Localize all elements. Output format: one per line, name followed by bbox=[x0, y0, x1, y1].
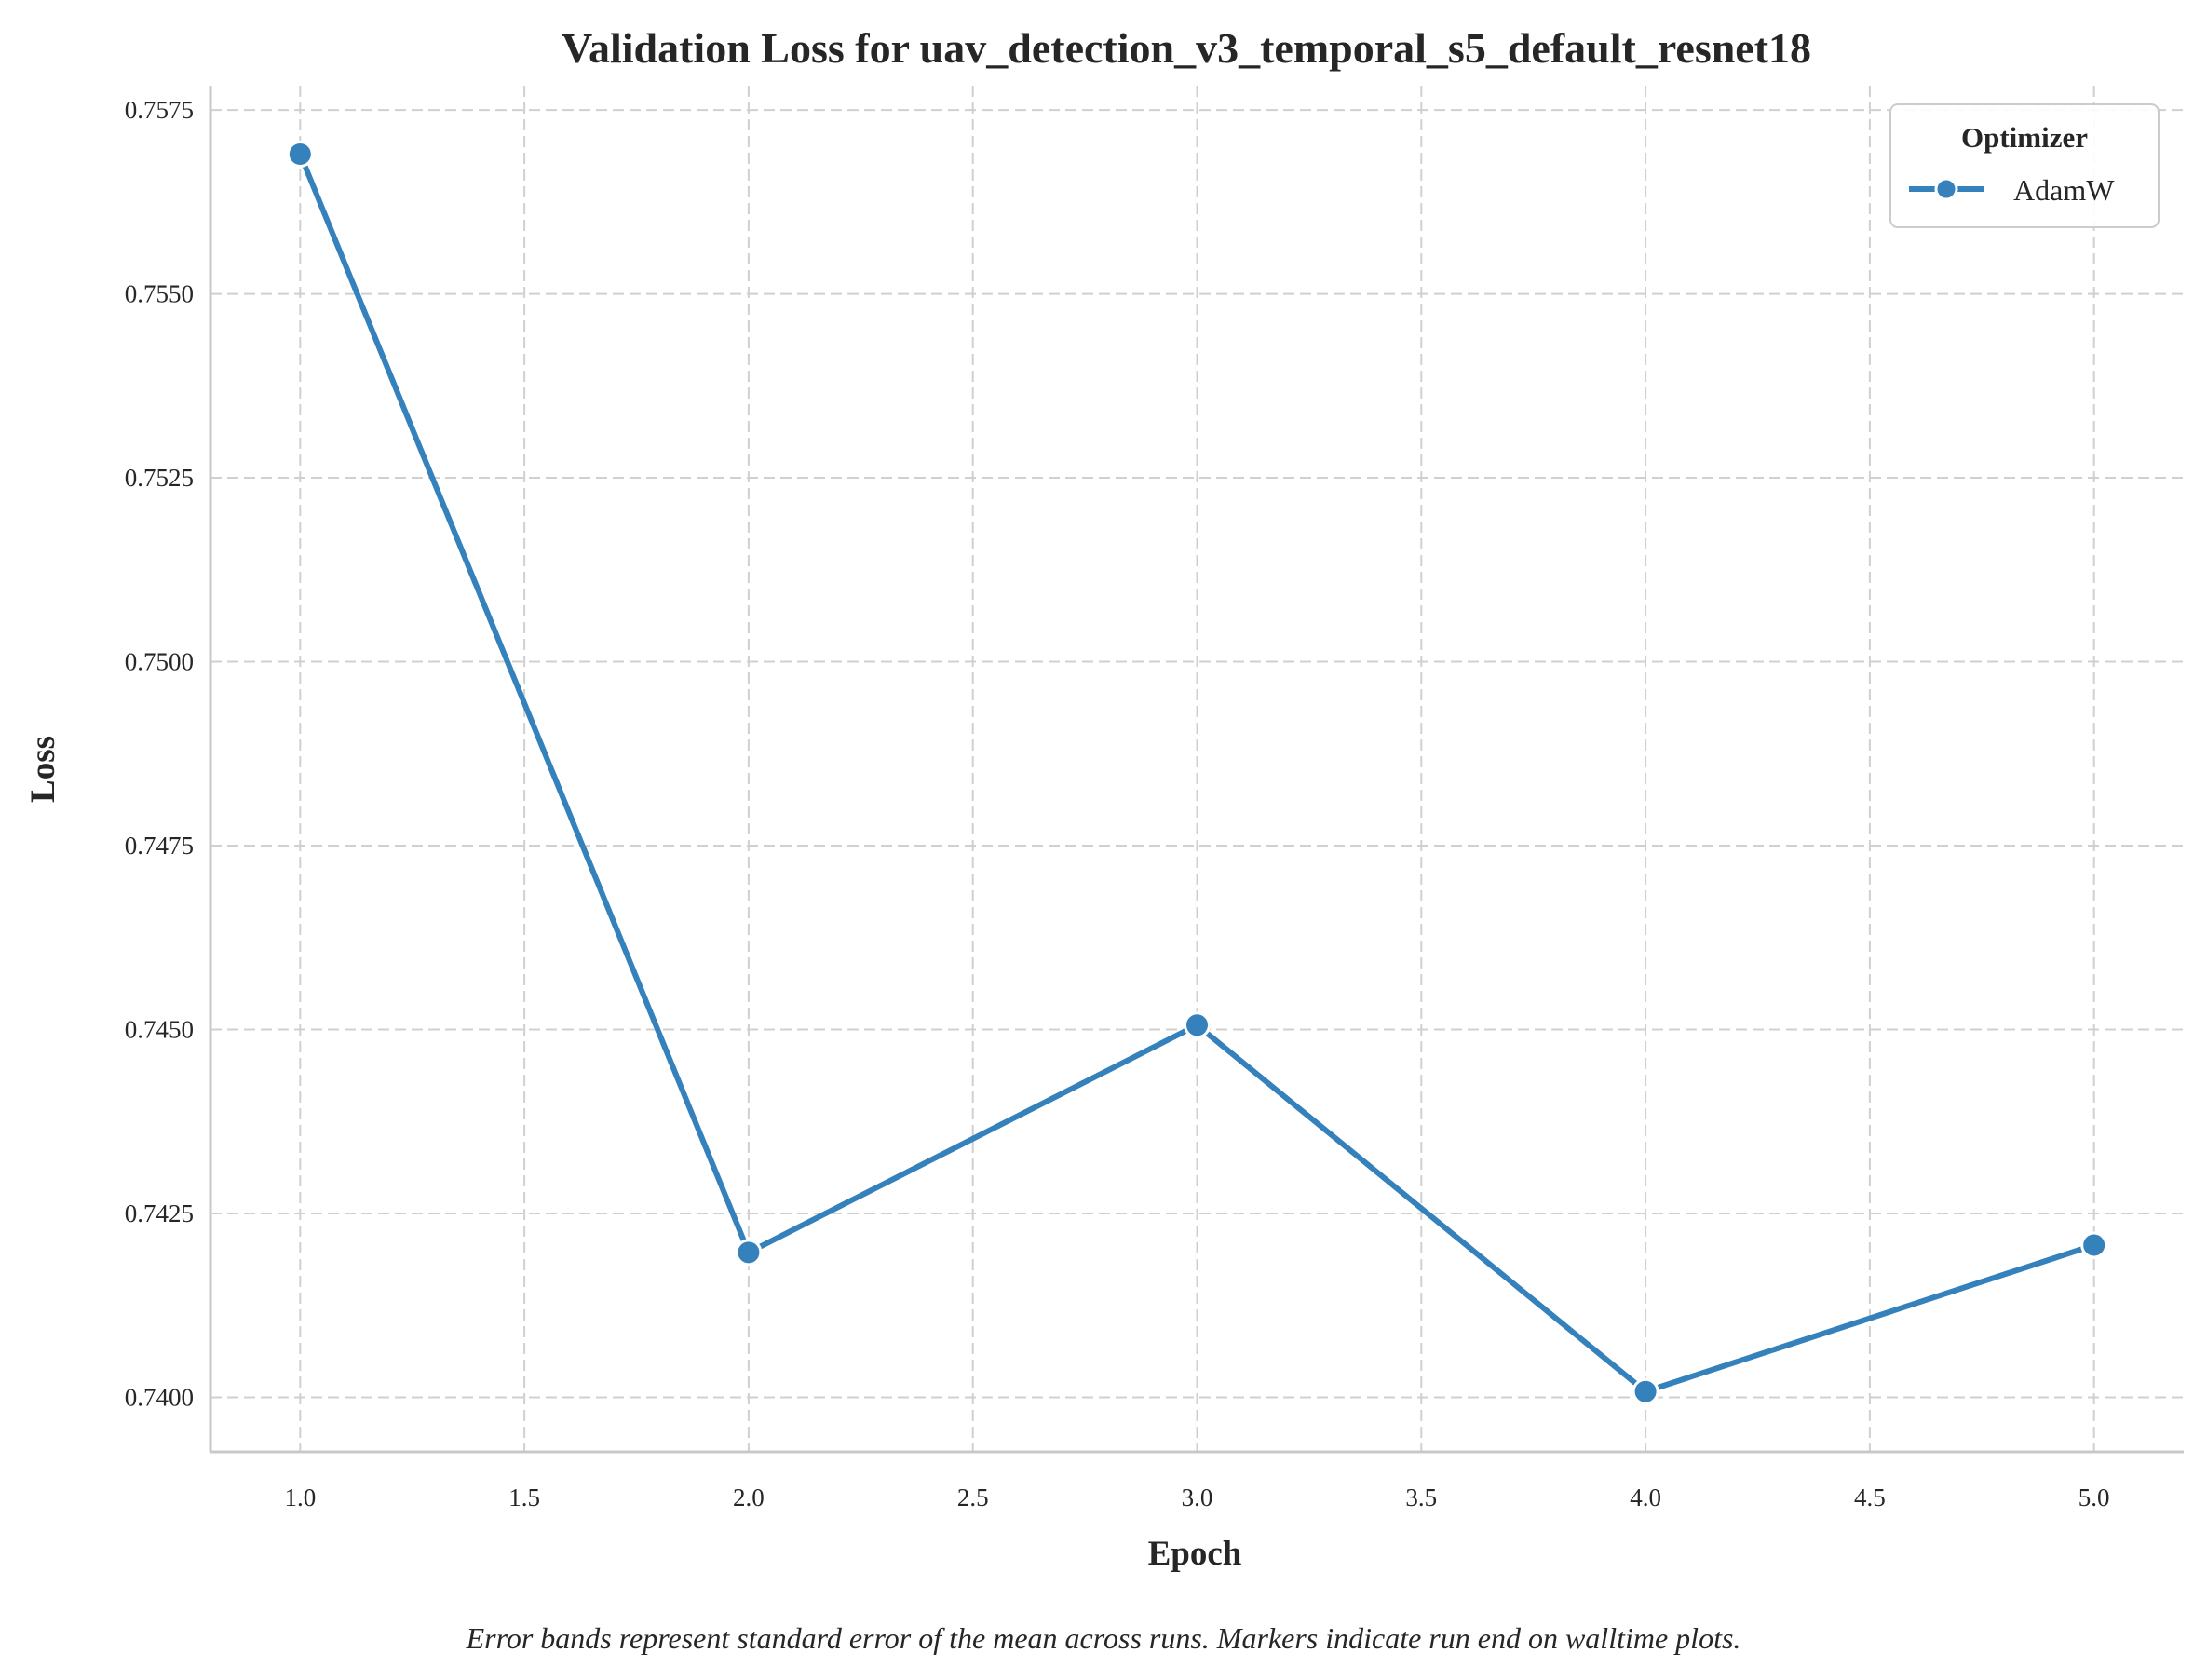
data-point bbox=[286, 140, 314, 168]
legend-frame bbox=[1889, 103, 2160, 228]
y-tick-label: 0.7400 bbox=[125, 1384, 194, 1412]
x-tick-label: 2.0 bbox=[733, 1484, 765, 1511]
y-tick-label: 0.7550 bbox=[125, 280, 194, 308]
x-tick-label: 5.0 bbox=[2078, 1484, 2110, 1511]
y-tick-label: 0.7425 bbox=[125, 1199, 194, 1227]
legend-swatch-marker bbox=[1934, 177, 1958, 201]
chart-title: Validation Loss for uav_detection_v3_tem… bbox=[562, 24, 1811, 72]
x-tick-label: 4.5 bbox=[1854, 1484, 1886, 1511]
legend: Optimizer AdamW bbox=[1889, 103, 2160, 228]
legend-label-adamw: AdamW bbox=[2013, 173, 2115, 207]
x-axis-title: Epoch bbox=[1148, 1535, 1242, 1573]
x-tick-label: 3.5 bbox=[1405, 1484, 1437, 1511]
y-tick-label: 0.7525 bbox=[125, 464, 194, 492]
series bbox=[286, 140, 2108, 1405]
data-point bbox=[1632, 1377, 1659, 1405]
legend-title: Optimizer bbox=[1961, 121, 2088, 154]
data-point bbox=[1184, 1011, 1211, 1039]
y-tick-label: 0.7475 bbox=[125, 832, 194, 860]
data-point bbox=[735, 1239, 763, 1267]
caption: Error bands represent standard error of … bbox=[466, 1621, 1741, 1655]
y-tick-label: 0.7575 bbox=[125, 96, 194, 124]
x-tick-label: 2.5 bbox=[957, 1484, 989, 1511]
x-tick-label: 1.0 bbox=[284, 1484, 316, 1511]
data-point bbox=[2080, 1231, 2108, 1259]
y-axis-title: Loss bbox=[24, 736, 62, 803]
grid bbox=[210, 86, 2184, 1452]
y-tick-label: 0.7500 bbox=[125, 648, 194, 676]
axes bbox=[209, 86, 2184, 1454]
tick-labels: 1.0 1.5 2.0 2.5 3.0 3.5 4.0 4.5 5.0 0.7400 0.7425 0… bbox=[125, 96, 2110, 1511]
x-tick-label: 1.5 bbox=[508, 1484, 540, 1511]
x-tick-label: 4.0 bbox=[1630, 1484, 1661, 1511]
y-tick-label: 0.7450 bbox=[125, 1016, 194, 1044]
x-tick-label: 3.0 bbox=[1182, 1484, 1213, 1511]
